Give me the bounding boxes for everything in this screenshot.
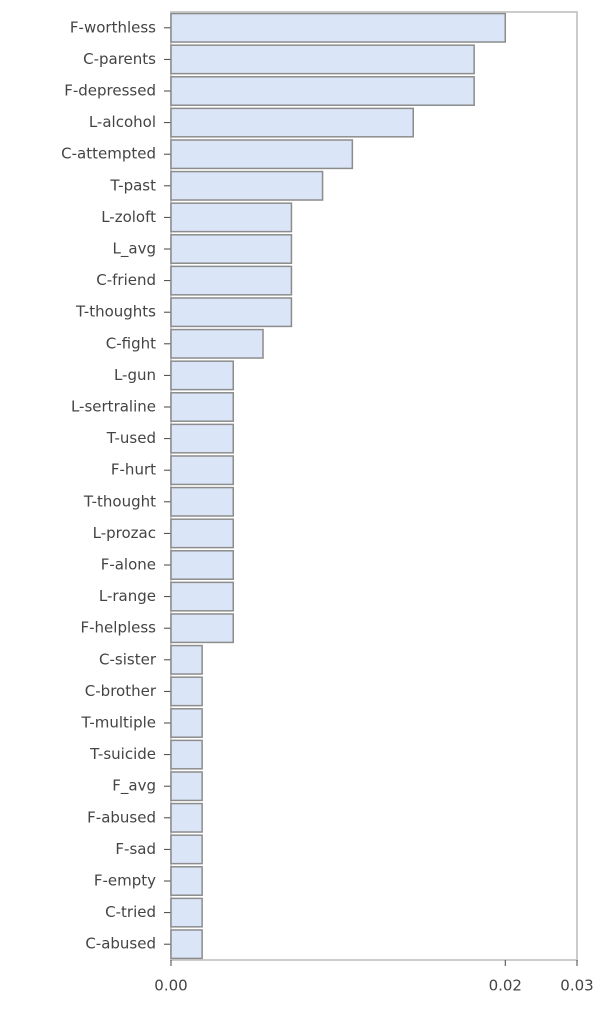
- bar: [170, 297, 293, 328]
- bar: [170, 518, 235, 549]
- y-tick-label: T-multiple: [81, 714, 156, 732]
- bar: [170, 644, 203, 675]
- bar: [170, 392, 235, 422]
- y-tick-label: C-brother: [85, 682, 157, 700]
- y-tick-label: C-fight: [106, 334, 156, 352]
- y-tick-label: F-sad: [115, 840, 156, 858]
- bar: [170, 676, 203, 707]
- y-tick-label: L-gun: [114, 366, 156, 384]
- bar: [170, 739, 203, 770]
- bar: [170, 265, 293, 296]
- bar: [170, 834, 203, 865]
- y-tick-label: L-prozac: [93, 524, 156, 542]
- bar: [170, 76, 475, 106]
- y-tick-label: T-used: [106, 429, 156, 447]
- y-tick-label: F_avg: [112, 777, 156, 796]
- y-tick-label: F-abused: [87, 808, 156, 826]
- bar: [170, 866, 203, 896]
- y-tick-label: F-empty: [94, 872, 156, 890]
- y-tick-label: F-worthless: [70, 18, 156, 36]
- y-tick-label: T-thoughts: [75, 303, 156, 321]
- bar: [170, 202, 293, 233]
- y-tick-label: L-range: [99, 587, 156, 605]
- y-tick-label: C-friend: [96, 271, 156, 289]
- bar: [170, 708, 203, 738]
- y-tick-label: C-abused: [85, 935, 156, 953]
- y-tick-label: L-zoloft: [101, 208, 156, 226]
- y-tick-label: L_avg: [113, 240, 156, 259]
- bar: [170, 360, 235, 391]
- y-tick-label: F-depressed: [64, 82, 156, 100]
- y-tick-label: T-thought: [83, 492, 156, 510]
- y-tick-label: F-helpless: [81, 619, 157, 637]
- y-tick-label: C-parents: [83, 50, 156, 68]
- bar: [170, 12, 507, 43]
- bar: [170, 234, 293, 264]
- y-tick-label: L-alcohol: [89, 113, 156, 131]
- y-tick-label: F-hurt: [111, 461, 156, 479]
- bar: [170, 897, 203, 928]
- bar: [170, 328, 264, 359]
- bar: [170, 107, 414, 138]
- y-tick-label: C-tried: [105, 903, 156, 921]
- bar: [170, 486, 235, 517]
- y-tick-label: C-attempted: [61, 145, 156, 163]
- bar: [170, 550, 235, 580]
- bar: [170, 581, 235, 612]
- bar: [170, 771, 203, 802]
- bar: [170, 139, 354, 170]
- y-tick-label: C-sister: [99, 650, 157, 668]
- bar: [170, 929, 203, 960]
- bar: [170, 455, 235, 486]
- bar: [170, 613, 235, 644]
- bar: [170, 802, 203, 833]
- plot-frame: [170, 11, 578, 961]
- x-tick-label: 0.00: [154, 977, 187, 995]
- bar: [170, 44, 475, 75]
- y-tick-label: T-past: [109, 176, 156, 194]
- x-tick-label: 0.03: [560, 977, 593, 995]
- y-tick-label: L-sertraline: [71, 398, 156, 416]
- x-tick-label: 0.02: [489, 977, 522, 995]
- y-tick-label: T-suicide: [89, 745, 156, 763]
- y-tick-label: F-alone: [101, 556, 156, 574]
- bar: [170, 423, 235, 454]
- bar: [170, 170, 324, 201]
